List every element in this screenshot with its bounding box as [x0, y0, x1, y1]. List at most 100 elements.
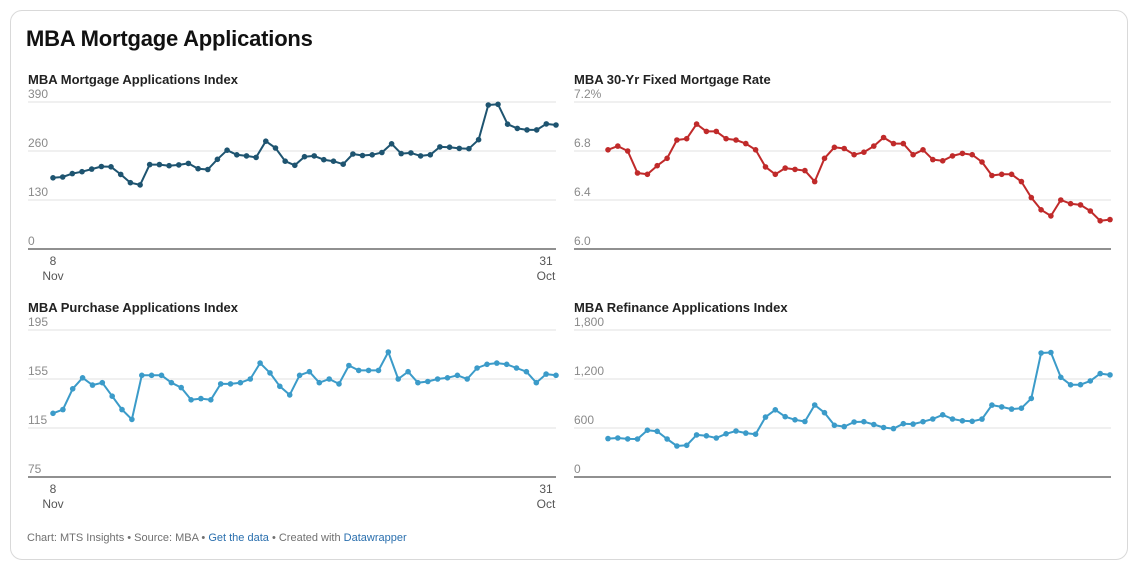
data-point — [693, 432, 700, 438]
data-point — [841, 423, 847, 430]
data-point — [831, 422, 838, 429]
data-point — [615, 435, 621, 441]
data-point — [176, 162, 182, 168]
y-tick-label: 6.0 — [574, 234, 591, 248]
data-point — [503, 361, 510, 368]
data-point — [654, 428, 660, 435]
data-point — [969, 418, 975, 425]
data-point — [871, 143, 877, 149]
data-point — [224, 147, 230, 153]
data-point — [920, 418, 926, 425]
data-point — [365, 367, 372, 374]
data-point — [119, 406, 125, 413]
data-point — [415, 379, 421, 386]
data-point — [674, 137, 680, 143]
source-credit: Source: MBA — [134, 532, 199, 544]
data-point — [959, 418, 966, 424]
y-tick-label: 260 — [28, 136, 48, 150]
data-point — [168, 379, 175, 386]
data-point — [234, 152, 240, 158]
data-point — [456, 145, 463, 152]
get-data-link[interactable]: Get the data — [208, 532, 269, 544]
y-tick-label: 600 — [574, 413, 594, 427]
data-point — [405, 368, 411, 375]
data-point — [253, 154, 259, 161]
data-point — [703, 433, 710, 439]
data-point — [117, 171, 124, 178]
data-point — [910, 151, 916, 158]
data-point — [743, 140, 749, 147]
data-point — [336, 381, 342, 387]
data-point — [263, 138, 269, 144]
data-point — [811, 178, 818, 185]
data-point — [385, 349, 392, 355]
data-point — [998, 171, 1005, 178]
data-point — [723, 431, 729, 437]
footer-separator: • — [198, 532, 209, 544]
data-point — [316, 379, 323, 386]
data-point — [88, 166, 95, 172]
data-point — [1038, 350, 1044, 356]
data-point — [930, 416, 936, 422]
data-point — [1028, 194, 1035, 201]
data-point — [466, 145, 472, 152]
data-point — [792, 166, 798, 173]
data-point — [350, 151, 356, 157]
data-point — [379, 149, 385, 156]
data-point — [474, 365, 480, 371]
data-point — [1107, 216, 1113, 223]
y-tick-label: 6.4 — [574, 185, 591, 199]
data-point — [713, 435, 720, 441]
data-point — [1018, 405, 1025, 411]
y-tick-label: 1,200 — [574, 364, 604, 378]
data-point — [272, 145, 279, 151]
data-point — [553, 372, 559, 379]
data-point — [762, 164, 769, 170]
data-point — [523, 368, 530, 375]
data-point — [178, 384, 184, 391]
data-point — [683, 135, 690, 142]
data-point — [109, 393, 115, 399]
data-point — [237, 379, 244, 386]
data-point — [146, 161, 153, 168]
data-point — [693, 121, 700, 127]
data-point — [89, 382, 96, 388]
data-point — [1077, 381, 1084, 388]
data-point — [989, 172, 995, 179]
data-point — [99, 379, 106, 386]
data-point — [205, 166, 211, 173]
chart-title: MBA Mortgage Applications Index — [28, 72, 239, 87]
data-point — [752, 431, 759, 437]
series-line — [607, 123, 1111, 222]
datawrapper-link[interactable]: Datawrapper — [343, 532, 407, 544]
data-point — [969, 151, 975, 158]
data-point — [624, 148, 631, 154]
data-point — [674, 443, 680, 449]
y-tick-label: 6.8 — [574, 136, 591, 150]
x-tick-label: Nov — [42, 269, 63, 283]
data-point — [782, 413, 788, 420]
data-point — [851, 419, 857, 425]
data-point — [217, 381, 224, 387]
data-point — [427, 152, 434, 158]
data-point — [185, 160, 192, 167]
data-point — [1028, 395, 1035, 402]
data-point — [1087, 208, 1094, 214]
data-point — [395, 376, 402, 382]
data-point — [723, 135, 729, 142]
series-line — [52, 103, 557, 186]
data-point — [733, 428, 739, 434]
data-point — [50, 410, 56, 417]
chart-title: MBA Purchase Applications Index — [28, 300, 239, 315]
data-point — [437, 144, 443, 150]
data-point — [890, 140, 897, 147]
data-point — [1008, 406, 1015, 412]
data-point — [425, 378, 431, 385]
data-point — [1058, 374, 1064, 381]
data-point — [417, 153, 424, 159]
data-point — [292, 162, 298, 169]
data-point — [949, 416, 956, 422]
